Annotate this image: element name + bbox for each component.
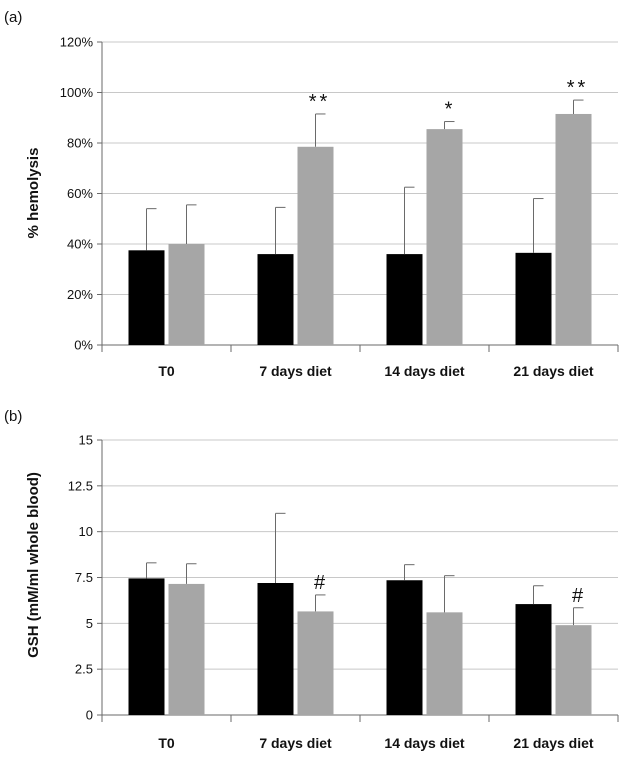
bar-b-s2-c4: [555, 625, 592, 715]
x-category-label-a: 7 days diet: [259, 363, 332, 379]
x-category-label-b: 14 days diet: [384, 735, 464, 751]
x-category-label-b: 21 days diet: [513, 735, 593, 751]
y-tick-label-b: 0: [86, 708, 93, 723]
x-category-label-a: 14 days diet: [384, 363, 464, 379]
bar-b-s2-c2: [297, 611, 334, 715]
y-tick-label-a: 20%: [67, 287, 93, 302]
bar-b-s2-c1: [168, 583, 205, 715]
chart-panel-a: (a) % hemolysis 0% 20% 40% 60% 80% 100% 120% T0…: [4, 9, 619, 379]
x-category-label-b: 7 days diet: [259, 735, 332, 751]
y-tick-label-a: 120%: [60, 35, 94, 50]
bar-a-s1-c2: [257, 254, 294, 345]
bar-a-s1-c3: [386, 254, 423, 345]
bar-a-s1-c4: [515, 252, 552, 345]
bar-b-s1-c3: [386, 580, 423, 715]
bar-b-s1-c4: [515, 604, 552, 715]
y-tick-label-b: 2.5: [75, 662, 93, 677]
y-tick-label-a: 60%: [67, 186, 93, 201]
x-category-label-b: T0: [158, 735, 175, 751]
significance-annotation-a: *: [445, 99, 453, 121]
bar-a-s2-c2: [297, 146, 334, 345]
x-category-label-a: 21 days diet: [513, 363, 593, 379]
significance-annotation-b: #: [572, 585, 584, 607]
panel-label-a: (a): [4, 9, 22, 26]
y-tick-label-a: 40%: [67, 237, 93, 252]
chart-panel-b: (b) GSH (mM/ml whole blood) 0 2.5 5 7.5 10 12…: [4, 408, 619, 751]
bar-b-s1-c1: [128, 578, 165, 715]
bar-a-s2-c1: [168, 244, 205, 345]
bar-b-s2-c3: [426, 612, 463, 715]
x-category-label-a: T0: [158, 363, 175, 379]
y-tick-label-a: 0%: [74, 338, 93, 353]
y-tick-label-a: 80%: [67, 136, 93, 151]
panel-label-b: (b): [4, 408, 22, 425]
y-tick-label-b: 12.5: [68, 478, 93, 493]
bar-b-s1-c2: [257, 583, 294, 715]
significance-annotation-a: **: [309, 91, 331, 113]
y-tick-label-b: 5: [86, 616, 93, 631]
y-tick-label-b: 7.5: [75, 570, 93, 585]
y-tick-label-b: 10: [79, 524, 93, 539]
bar-a-s2-c4: [555, 113, 592, 346]
y-axis-title-a: % hemolysis: [25, 148, 42, 239]
y-tick-label-b: 15: [79, 433, 93, 448]
bar-a-s1-c1: [128, 250, 165, 345]
y-axis-title-b: GSH (mM/ml whole blood): [25, 472, 42, 658]
significance-annotation-b: #: [314, 572, 326, 594]
significance-annotation-a: **: [567, 77, 589, 99]
bar-a-s2-c3: [426, 129, 463, 345]
y-tick-label-a: 100%: [60, 85, 94, 100]
